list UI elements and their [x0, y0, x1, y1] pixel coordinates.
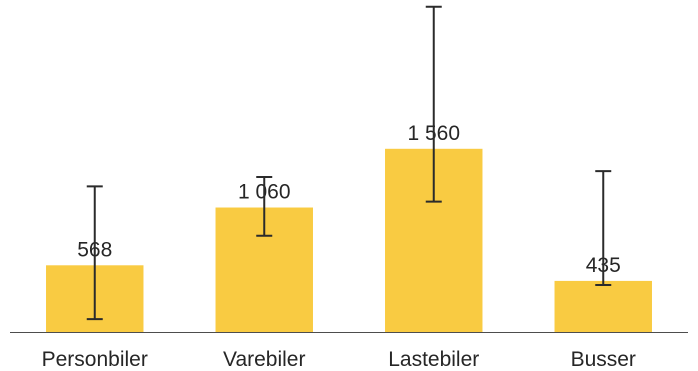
category-label-personbiler: Personbiler	[42, 348, 148, 371]
error-bar-personbiler	[86, 185, 103, 321]
error-bar-varebiler	[256, 175, 273, 237]
category-label-lastebiler: Lastebiler	[388, 348, 479, 371]
bars-layer	[46, 148, 652, 332]
category-labels-layer: Personbiler Varebiler Lastebiler Busser	[42, 348, 636, 371]
error-bars-layer	[86, 5, 612, 321]
category-label-varebiler: Varebiler	[223, 348, 305, 371]
error-bar-busser	[595, 170, 612, 287]
category-label-busser: Busser	[571, 348, 636, 371]
error-bar-lastebiler	[425, 5, 442, 203]
bar-busser	[554, 280, 652, 332]
